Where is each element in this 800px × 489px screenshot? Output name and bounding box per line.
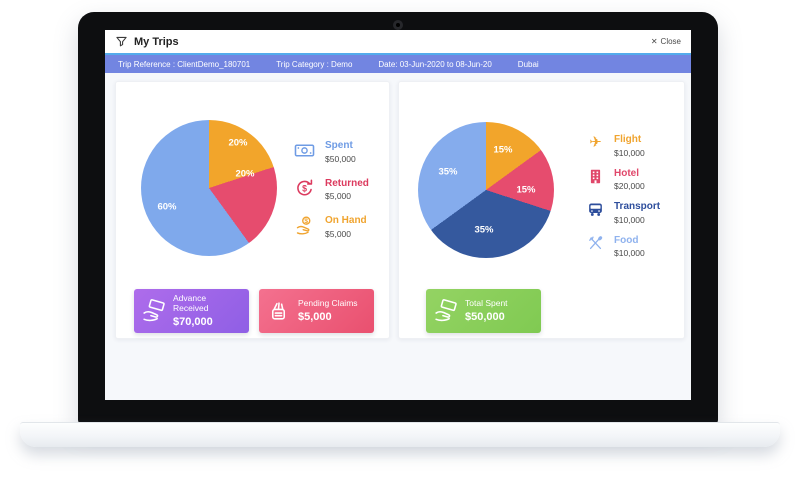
legend-label: Spent xyxy=(325,140,353,151)
legend-value: $5,000 xyxy=(325,228,351,239)
budget-pie-chart: 20% 20% 60% xyxy=(141,120,277,256)
laptop-base xyxy=(20,422,780,447)
legend-item-flight: ✈ Flight $10,000 xyxy=(587,134,660,158)
legend-value: $5,000 xyxy=(325,191,351,201)
banknote-icon xyxy=(294,140,315,161)
expense-legend: ✈ Flight $10,000 xyxy=(587,134,660,258)
food-icon xyxy=(587,235,604,252)
card-value: $5,000 xyxy=(298,311,332,324)
claim-hand-icon xyxy=(266,299,291,324)
legend-item-food: Food $10,000 xyxy=(587,234,660,258)
svg-text:$: $ xyxy=(302,183,307,193)
plane-icon: ✈ xyxy=(589,134,602,151)
hotel-icon xyxy=(587,168,604,185)
budget-pie xyxy=(141,120,277,256)
budget-panel: 20% 20% 60% xyxy=(115,81,390,339)
legend-label: Flight xyxy=(614,134,642,145)
legend-value: $10,000 xyxy=(614,147,645,158)
cash-in-hand-icon: $ xyxy=(294,215,315,236)
close-label: Close xyxy=(660,37,681,46)
legend-label: Returned xyxy=(325,177,369,189)
trip-info-bar: Trip Reference : ClientDemo_180701 Trip … xyxy=(105,53,691,73)
title-bar: My Trips ✕ Close xyxy=(105,30,691,53)
laptop-bezel: My Trips ✕ Close Trip Reference : Client… xyxy=(78,12,718,424)
card-label: Total Spent xyxy=(465,297,508,308)
pie-label-food: 35% xyxy=(438,166,458,178)
trip-category: Trip Category : Demo xyxy=(276,59,353,69)
expense-pie-chart: 15% 15% 35% 35% xyxy=(418,122,554,258)
legend-item-onhand: $ On Hand $5,000 xyxy=(294,215,369,239)
card-label: Advance Received xyxy=(173,293,209,313)
total-spent-card: Total Spent $50,000 xyxy=(426,289,541,333)
legend-label: Hotel xyxy=(614,167,639,179)
card-value: $70,000 xyxy=(173,315,213,328)
refund-icon: $ xyxy=(294,178,315,199)
content-area: 20% 20% 60% xyxy=(105,73,691,400)
legend-value: $10,000 xyxy=(614,248,645,258)
app-window: My Trips ✕ Close Trip Reference : Client… xyxy=(105,30,691,400)
pie-label-onhand: 20% xyxy=(228,137,248,149)
cash-hand-icon xyxy=(433,298,458,324)
close-button[interactable]: ✕ Close xyxy=(651,37,681,46)
pie-label-spent: 60% xyxy=(157,201,177,213)
legend-item-hotel: Hotel $20,000 xyxy=(587,167,660,191)
pie-label-transport: 35% xyxy=(474,224,494,236)
card-value: $50,000 xyxy=(465,311,505,324)
svg-text:$: $ xyxy=(304,218,308,225)
pie-label-flight: 15% xyxy=(493,144,513,156)
expense-pie xyxy=(418,122,554,258)
pending-claims-card: Pending Claims $5,000 xyxy=(259,289,374,333)
bus-icon xyxy=(587,201,604,218)
expense-panel: 15% 15% 35% 35% ✈ Flight $10,000 xyxy=(398,81,685,339)
webcam xyxy=(393,20,403,30)
budget-legend: Spent $50,000 $ xyxy=(294,140,369,239)
pie-label-hotel: 15% xyxy=(516,184,536,196)
legend-label: Transport xyxy=(614,201,661,212)
trip-reference: Trip Reference : ClientDemo_180701 xyxy=(118,59,251,69)
cash-hand-icon xyxy=(141,298,166,324)
page-title: My Trips xyxy=(134,35,179,48)
legend-item-transport: Transport $10,000 xyxy=(587,201,660,225)
legend-label: Food xyxy=(614,234,639,246)
advance-received-card: Advance Received $70,000 xyxy=(134,289,249,333)
legend-label: On Hand xyxy=(325,215,367,226)
legend-item-spent: Spent $50,000 xyxy=(294,140,369,164)
close-icon: ✕ xyxy=(650,36,658,46)
legend-value: $20,000 xyxy=(614,181,645,191)
trip-dates: Date: 03-Jun-2020 to 08-Jun-20 xyxy=(378,59,492,69)
trip-location: Dubai xyxy=(517,59,539,69)
pie-label-returned: 20% xyxy=(235,168,255,180)
filter-icon[interactable] xyxy=(115,35,128,48)
legend-value: $10,000 xyxy=(614,214,645,225)
card-label: Pending Claims xyxy=(298,297,358,308)
legend-value: $50,000 xyxy=(325,153,356,164)
legend-item-returned: $ Returned $5,000 xyxy=(294,177,369,201)
